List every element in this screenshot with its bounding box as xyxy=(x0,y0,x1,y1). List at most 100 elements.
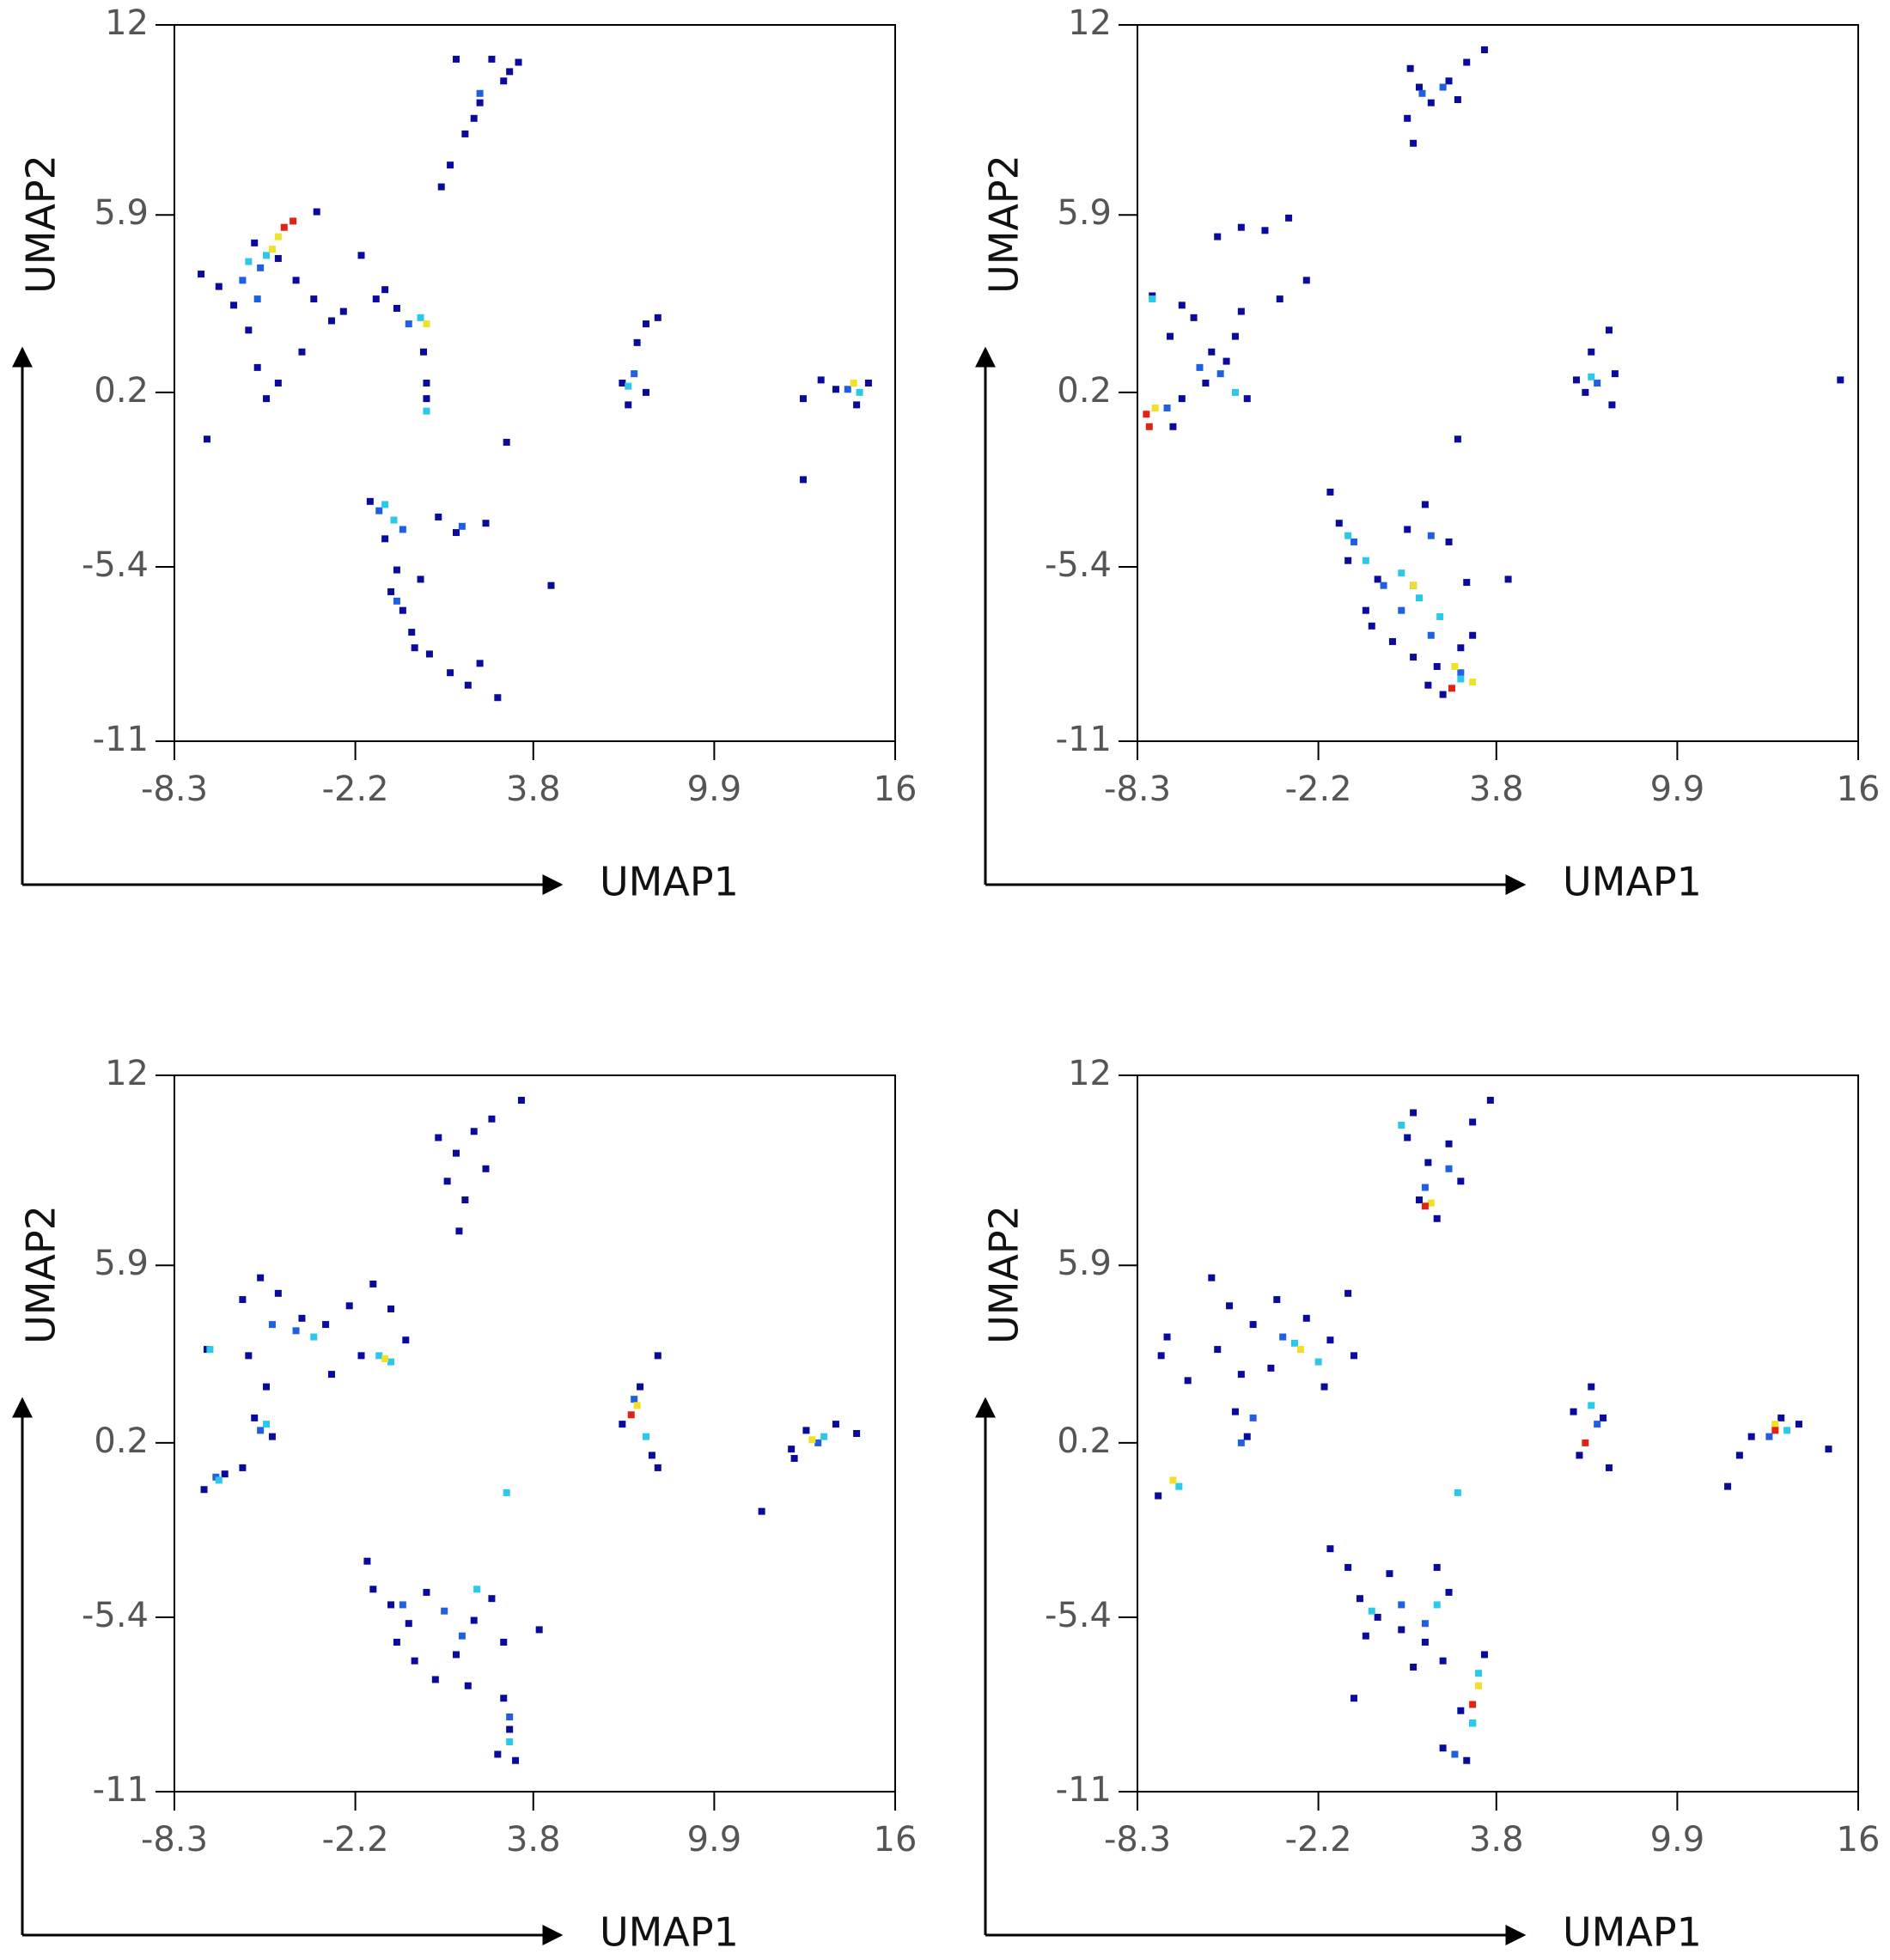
point xyxy=(464,681,472,689)
x-axis-label: UMAP1 xyxy=(600,1909,739,1956)
point xyxy=(1350,1352,1358,1360)
point xyxy=(1427,1199,1435,1207)
x-tick-label: 3.8 xyxy=(506,770,561,809)
point xyxy=(327,317,335,325)
point xyxy=(476,89,484,97)
y-tick-label: 5.9 xyxy=(1057,193,1112,233)
point xyxy=(1143,411,1150,418)
point xyxy=(198,271,205,278)
point xyxy=(856,388,863,396)
y-tick-label: 12 xyxy=(105,1054,149,1093)
point xyxy=(461,1196,469,1204)
y-tick-label: 12 xyxy=(1068,1054,1112,1093)
point xyxy=(1169,423,1177,430)
point xyxy=(817,376,825,384)
point xyxy=(1398,1122,1405,1129)
point xyxy=(458,1632,466,1640)
point xyxy=(1249,1321,1257,1329)
point xyxy=(423,320,430,328)
point xyxy=(853,401,861,409)
point xyxy=(1451,662,1459,670)
point xyxy=(470,1616,478,1624)
point xyxy=(1463,58,1471,66)
point xyxy=(1356,1595,1363,1603)
point xyxy=(790,1455,798,1463)
point xyxy=(1475,1682,1483,1689)
point xyxy=(1418,89,1426,97)
point xyxy=(1285,214,1293,222)
point xyxy=(500,77,508,85)
point xyxy=(476,99,484,107)
point xyxy=(1243,395,1251,403)
point xyxy=(500,1638,508,1646)
point xyxy=(251,1414,259,1421)
point xyxy=(1600,1414,1607,1421)
point xyxy=(1398,569,1405,577)
point xyxy=(1795,1421,1802,1428)
point xyxy=(1410,1663,1418,1671)
point xyxy=(1216,370,1224,378)
y-tick-label: -5.4 xyxy=(1045,545,1112,585)
point xyxy=(637,1383,644,1391)
point xyxy=(1335,520,1343,527)
point xyxy=(648,1452,655,1459)
point xyxy=(411,644,418,652)
point xyxy=(310,1333,318,1341)
plot-frame xyxy=(174,24,896,742)
point xyxy=(1439,83,1447,91)
point xyxy=(381,501,389,508)
point xyxy=(203,435,210,443)
point xyxy=(1469,1701,1477,1708)
point xyxy=(1362,606,1369,614)
panel: -8.3 -2.2 3.8 9.9 16 12 5.9 0.2 -5.4 -11 UMAP1 UMAP… xyxy=(11,1054,917,1956)
point xyxy=(464,1682,472,1689)
point xyxy=(420,348,428,356)
point xyxy=(832,1421,839,1428)
point xyxy=(1424,681,1432,689)
point xyxy=(799,476,807,484)
point xyxy=(381,1354,389,1362)
y-tick-label: 0.2 xyxy=(1057,1421,1112,1461)
point xyxy=(1605,1464,1613,1471)
point xyxy=(200,1486,208,1494)
point xyxy=(245,1352,253,1360)
x-axis-label: UMAP1 xyxy=(1563,859,1702,905)
point xyxy=(1454,96,1461,104)
point xyxy=(1451,1750,1459,1758)
point xyxy=(1404,526,1411,533)
point xyxy=(435,1134,442,1141)
point xyxy=(387,1601,395,1609)
point xyxy=(274,380,282,387)
point xyxy=(1771,1427,1779,1434)
point xyxy=(375,507,383,514)
point xyxy=(1463,1756,1471,1764)
point xyxy=(1433,1601,1441,1609)
point xyxy=(654,1464,662,1471)
point xyxy=(443,1178,451,1185)
x-tick-label: 16 xyxy=(874,770,918,809)
point xyxy=(864,380,872,387)
point xyxy=(1350,1695,1358,1702)
point xyxy=(239,1464,247,1471)
point xyxy=(1421,501,1429,508)
point xyxy=(1427,99,1435,107)
point xyxy=(1374,1613,1381,1621)
point xyxy=(1231,388,1239,396)
point xyxy=(1163,405,1171,412)
y-tick-label: -11 xyxy=(93,720,149,759)
point xyxy=(1480,1651,1488,1659)
point xyxy=(1469,1720,1477,1727)
point xyxy=(470,1128,478,1135)
point xyxy=(399,526,406,533)
point xyxy=(387,1305,395,1312)
point xyxy=(1178,395,1186,403)
y-tick-label: -11 xyxy=(1056,720,1112,759)
point xyxy=(263,1421,271,1428)
point xyxy=(390,516,398,524)
point xyxy=(417,313,424,321)
point xyxy=(1398,606,1405,614)
point xyxy=(1374,575,1381,583)
point xyxy=(1410,581,1418,589)
point xyxy=(239,277,247,284)
point xyxy=(1445,77,1453,85)
